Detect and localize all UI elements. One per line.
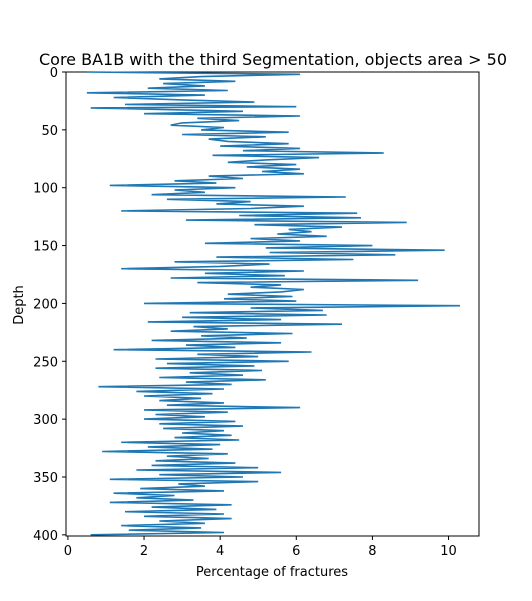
- series-line: [86, 71, 461, 536]
- y-tick-label: 250: [33, 355, 58, 370]
- x-tick-label: 2: [140, 544, 148, 559]
- x-axis-label: Percentage of fractures: [196, 565, 348, 580]
- y-tick-label: 0: [50, 66, 58, 81]
- y-tick-label: 300: [33, 413, 58, 428]
- x-tick-label: 8: [368, 544, 376, 559]
- y-tick-label: 150: [33, 240, 58, 255]
- y-axis: 0 50 100 150 200 250 300 350 400: [33, 66, 66, 544]
- x-tick-label: 10: [440, 544, 457, 559]
- x-tick-label: 0: [64, 544, 72, 559]
- y-tick-label: 350: [33, 471, 58, 486]
- y-tick-label: 50: [41, 124, 58, 139]
- chart-title: Core BA1B with the third Segmentation, o…: [39, 50, 507, 69]
- y-axis-label: Depth: [12, 285, 27, 325]
- plot-area: 0 2 4 6 8 10 0 50 100 150 200 250 300 350 400: [33, 66, 480, 559]
- y-tick-label: 400: [33, 529, 58, 544]
- y-tick-label: 200: [33, 297, 58, 312]
- y-tick-label: 100: [33, 182, 58, 197]
- x-axis: 0 2 4 6 8 10: [64, 536, 457, 559]
- x-tick-label: 4: [216, 544, 224, 559]
- x-tick-label: 6: [292, 544, 300, 559]
- axes-frame: [65, 71, 480, 537]
